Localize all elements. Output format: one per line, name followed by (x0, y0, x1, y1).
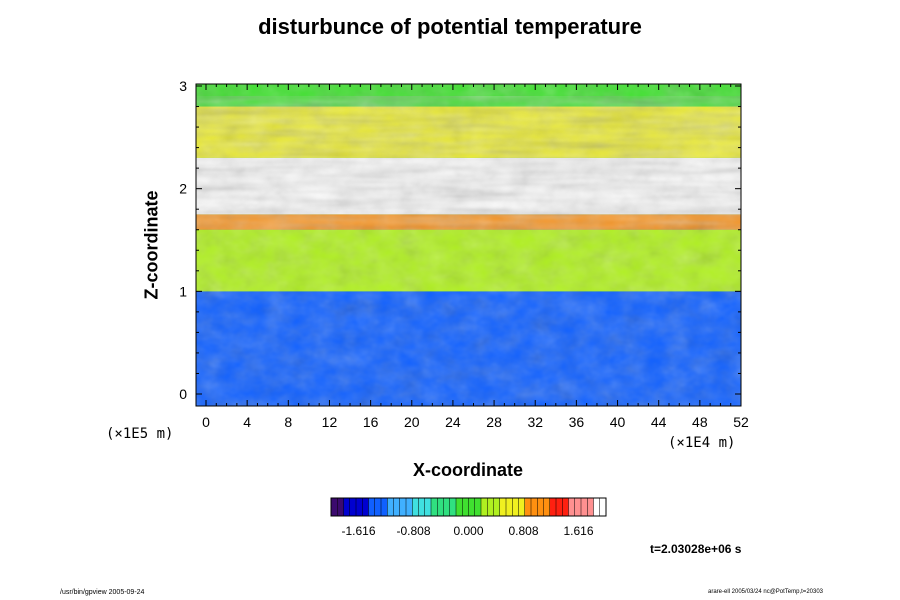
z-tick-label: 0 (179, 386, 187, 402)
colorbar-swatch (343, 498, 350, 516)
colorbar-tick-label: 0.000 (453, 524, 483, 538)
x-tick-label: 20 (404, 414, 420, 430)
colorbar-swatch (393, 498, 400, 516)
colorbar-swatch (368, 498, 375, 516)
colorbar-swatch (506, 498, 513, 516)
colorbar-swatch (468, 498, 475, 516)
colorbar-swatch (331, 498, 338, 516)
chart-title: disturbunce of potential temperature (258, 14, 642, 39)
x-tick-label: 0 (202, 414, 210, 430)
colorbar-swatch (549, 498, 557, 516)
x-tick-label: 8 (284, 414, 292, 430)
colorbar-swatch (593, 498, 600, 516)
colorbar-tick-label: 0.808 (508, 524, 538, 538)
colorbar-swatch (437, 498, 444, 516)
colorbar-tick-label: 1.616 (563, 524, 593, 538)
x-tick-label: 36 (569, 414, 585, 430)
z-tick-label: 1 (179, 283, 187, 299)
time-label: t=2.03028e+06 s (650, 542, 742, 556)
colorbar-swatch (537, 498, 544, 516)
colorbar-swatch (474, 498, 482, 516)
colorbar-swatch (562, 498, 569, 516)
colorbar-swatch (568, 498, 575, 516)
x-tick-label: 48 (692, 414, 708, 430)
colorbar-swatch (574, 498, 582, 516)
colorbar-swatch (499, 498, 507, 516)
colorbar-swatch (512, 498, 519, 516)
colorbar-swatch (349, 498, 357, 516)
z-tick-label: 2 (179, 181, 187, 197)
x-tick-label: 44 (651, 414, 667, 430)
streak-texture (196, 96, 741, 230)
colorbar-swatch (443, 498, 450, 516)
colorbar-swatch (599, 498, 607, 516)
colorbar-swatch (587, 498, 594, 516)
colorbar-swatch (481, 498, 488, 516)
colorbar-swatch (581, 498, 588, 516)
x-tick-label: 32 (527, 414, 543, 430)
colorbar-swatch (418, 498, 425, 516)
colorbar-swatch (456, 498, 463, 516)
colorbar-swatch (399, 498, 407, 516)
colorbar-swatch (431, 498, 438, 516)
colorbar-swatch (531, 498, 538, 516)
x-tick-label: 40 (610, 414, 626, 430)
x-axis-label: X-coordinate (412, 460, 523, 480)
colorbar-tick-label: -1.616 (341, 524, 375, 538)
colorbar-frame (330, 497, 607, 517)
colorbar-swatch (412, 498, 419, 516)
x-unit-label: (×1E4 m) (668, 435, 736, 451)
x-tick-label: 16 (363, 414, 379, 430)
colorbar-swatch (543, 498, 550, 516)
colorbar-swatch (362, 498, 369, 516)
colorbar-swatch (387, 498, 394, 516)
footer-command: /usr/bin/gpview 2005-09-24 (60, 589, 145, 596)
x-tick-label: 52 (733, 414, 749, 430)
colorbar-tick-label: -0.808 (396, 524, 430, 538)
footer-file: arare-ell 2005/03/24 nc@PotTemp,t=20303 (708, 589, 823, 595)
colorbar-swatch (381, 498, 388, 516)
colorbar-swatch (374, 498, 382, 516)
colorbar-swatch (462, 498, 469, 516)
colorbar-swatch (424, 498, 432, 516)
colorbar-swatch (337, 498, 344, 516)
colorbar-swatch (406, 498, 413, 516)
x-tick-label: 4 (243, 414, 251, 430)
x-tick-label: 28 (486, 414, 502, 430)
colorbar-swatch (487, 498, 494, 516)
plot-frame (195, 83, 742, 407)
z-tick-label: 3 (179, 78, 187, 94)
colorbar-swatch (493, 498, 500, 516)
colorbar-swatch (524, 498, 532, 516)
colorbar-swatch (356, 498, 363, 516)
x-tick-label: 24 (445, 414, 461, 430)
colorbar-swatch (556, 498, 563, 516)
z-unit-label: (×1E5 m) (106, 426, 174, 442)
colorbar-swatch (518, 498, 525, 516)
colorbar-swatch (449, 498, 457, 516)
x-tick-label: 12 (322, 414, 338, 430)
